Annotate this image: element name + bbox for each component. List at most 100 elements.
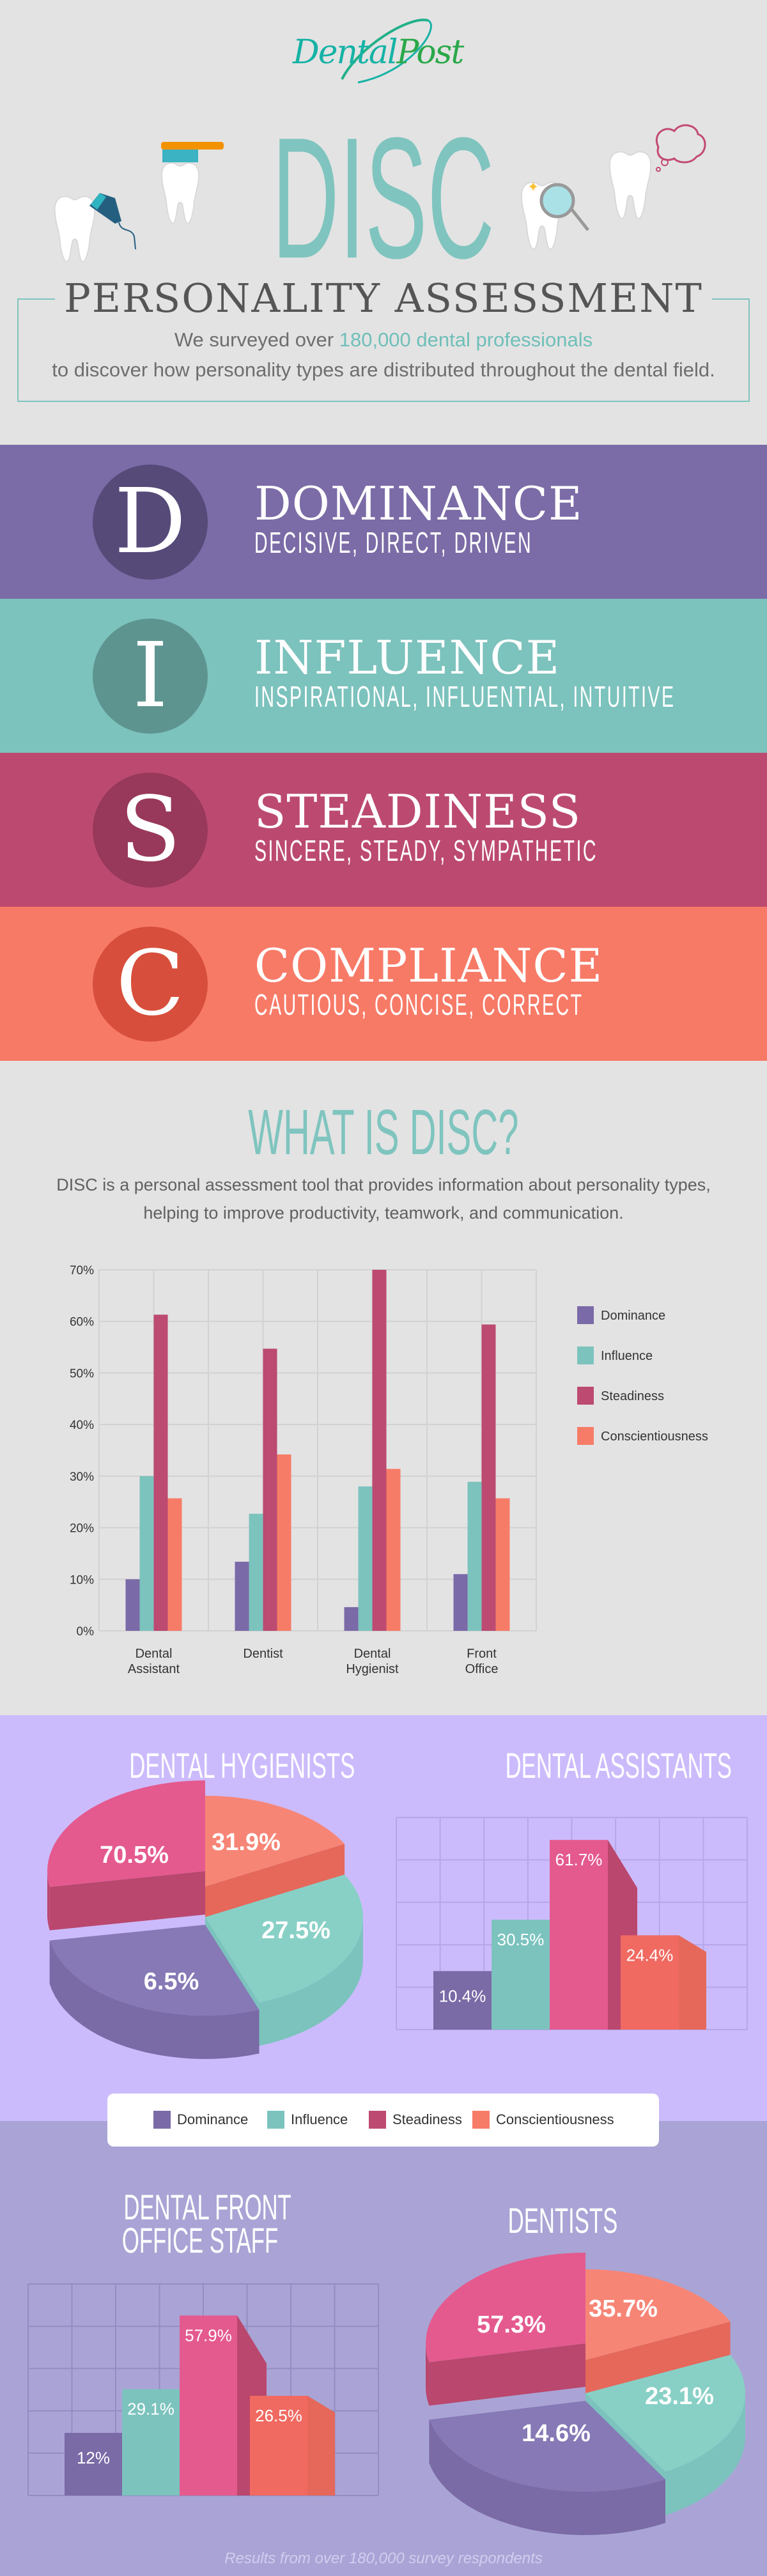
front-office-title-line2: OFFICE STAFF [121, 2220, 279, 2260]
footer-note: Results from over 180,000 survey respond… [224, 2550, 543, 2567]
pie-slice-wall [665, 2393, 745, 2515]
letter-circle: S [93, 773, 208, 888]
bar-influence [139, 1476, 154, 1631]
hygienists-title-text: DENTAL HYGIENISTS [129, 1745, 355, 1785]
hero-title: DISC [0, 112, 767, 285]
pie-slice-wall [259, 1917, 363, 2046]
y-tick-label: 0% [77, 1625, 95, 1639]
legend-item-conscientiousness: Conscientiousness [472, 2111, 614, 2129]
logo-text-dental: Dental [293, 33, 398, 72]
tooth-drill-icon [54, 193, 136, 263]
intro-text-after: to discover how personality types are di… [52, 359, 715, 381]
bar-dominance [235, 1561, 249, 1631]
pie-slice-wall [429, 2419, 665, 2535]
y-tick-label: 40% [70, 1419, 94, 1432]
bar-influence [122, 2389, 180, 2495]
legend-label: Steadiness [601, 1389, 664, 1403]
legend-item-influence: Influence [267, 2111, 348, 2129]
type-name: STEADINESS [254, 785, 582, 838]
y-tick-label: 60% [70, 1316, 94, 1329]
pie-slice-steadiness: 70.5% [47, 1780, 205, 1931]
bar-dominance [125, 1579, 140, 1631]
pie-value-label: 57.3% [477, 2311, 546, 2338]
bar-steadiness [263, 1348, 277, 1631]
letter-circle: C [93, 927, 208, 1042]
y-tick-label: 70% [70, 1264, 94, 1277]
x-tick-label: Dental [354, 1647, 391, 1661]
logo-swoosh-icon [341, 19, 432, 84]
bar-dominance [433, 1971, 492, 2030]
pie-slice-top [205, 1874, 363, 2003]
pie-slice-cut-face [585, 2321, 731, 2403]
intro-text: We surveyed over 180,000 dental professi… [38, 325, 729, 385]
bar-value-label: 57.9% [185, 2325, 232, 2345]
bar-conscientiousness [386, 1469, 401, 1631]
legend-swatch-steadiness [369, 2111, 386, 2129]
tooth-magnifier-icon: ✦ [521, 179, 589, 250]
bar-value-label: 29.1% [127, 2400, 174, 2419]
type-name: DOMINANCE [254, 477, 583, 530]
pie-value-label: 14.6% [522, 2420, 591, 2447]
legend-label: Influence [601, 1349, 653, 1363]
tooth-toothbrush-icon [161, 142, 224, 224]
type-name: INFLUENCE [254, 631, 561, 684]
bar-value-label: 61.7% [555, 1850, 603, 1869]
disc-band-steadiness: S STEADINESS SINCERE, STEADY, SYMPATHETI… [0, 753, 767, 907]
disc-band-dominance: D DOMINANCE DECISIVE, DIRECT, DRIVEN [0, 445, 767, 599]
type-traits: CAUTIOUS, CONCISE, CORRECT [254, 988, 584, 1021]
dentists-title-text: DENTISTS [507, 2200, 617, 2241]
legend-swatch-dominance [153, 2111, 171, 2129]
bar-conscientiousness [250, 2396, 307, 2495]
front-office-title: DENTAL FRONT OFFICE STAFF [72, 2189, 328, 2260]
pie-slice-top [585, 2269, 731, 2360]
legend-swatch [577, 1346, 594, 1364]
type-traits: SINCERE, STEADY, SYMPATHETIC [254, 834, 598, 867]
pie-slice-wall [49, 1940, 260, 2059]
legend-label: Influence [291, 2111, 348, 2127]
pie-value-label: 27.5% [261, 1917, 330, 1944]
bar-conscientiousness [167, 1498, 182, 1631]
y-tick-label: 50% [70, 1367, 94, 1380]
bar-influence [492, 1920, 550, 2030]
letter-circle: I [93, 619, 208, 734]
dentalpost-logo: DentalPost [281, 9, 473, 89]
bar-dominance [344, 1607, 359, 1631]
y-tick-label: 20% [70, 1522, 94, 1536]
type-name: COMPLIANCE [254, 939, 603, 992]
bar-conscientiousness [621, 1935, 679, 2030]
disc-bar-chart: 0%10%20%30%40%50%60%70%DentalAssistantDe… [70, 1264, 708, 1676]
y-tick-label: 10% [70, 1573, 94, 1587]
pie-value-label: 6.5% [144, 1968, 199, 1995]
legend-swatch [577, 1306, 594, 1324]
bar-value-label: 26.5% [255, 2406, 302, 2425]
legend-label: Steadiness [392, 2111, 462, 2127]
logo-text-post: Post [396, 33, 464, 72]
bar-influence [467, 1481, 482, 1631]
y-tick-label: 30% [70, 1470, 94, 1484]
bar-side-conscientiousness [679, 1935, 706, 2030]
type-traits: DECISIVE, DIRECT, DRIVEN [254, 526, 533, 559]
legend-label: Dominance [177, 2111, 249, 2127]
pie-value-label: 70.5% [100, 1842, 169, 1869]
disc-band-influence: I INFLUENCE INSPIRATIONAL, INFLUENTIAL, … [0, 599, 767, 753]
legend: Dominance Influence Steadiness Conscient… [107, 2094, 659, 2147]
legend-label: Conscientiousness [496, 2111, 614, 2127]
hero-title-text: DISC [272, 102, 495, 295]
bar-value-label: 24.4% [626, 1945, 674, 1964]
bar-conscientiousness [277, 1454, 291, 1631]
x-tick-label: Dental [136, 1647, 173, 1661]
legend-label: Dominance [601, 1309, 665, 1323]
pie-slice-cut-face [49, 1871, 205, 1931]
pie-slice-wall [47, 1871, 50, 1931]
pie-slice-steadiness: 57.3% [426, 2253, 585, 2406]
pie-slice-dominance: 14.6% [429, 2401, 665, 2535]
pie-slice-top [585, 2354, 745, 2472]
dentists-title: DENTISTS [435, 2203, 690, 2239]
what-is-disc-text: DISC is a personal assessment tool that … [56, 1175, 711, 1222]
pie-slice-conscientiousness: 35.7% [585, 2269, 731, 2403]
bar-side-conscientiousness [307, 2396, 335, 2495]
what-is-disc-heading: WHAT IS DISC? [0, 1100, 767, 1164]
letter-circle: D [93, 465, 208, 580]
bar-steadiness [153, 1315, 168, 1631]
